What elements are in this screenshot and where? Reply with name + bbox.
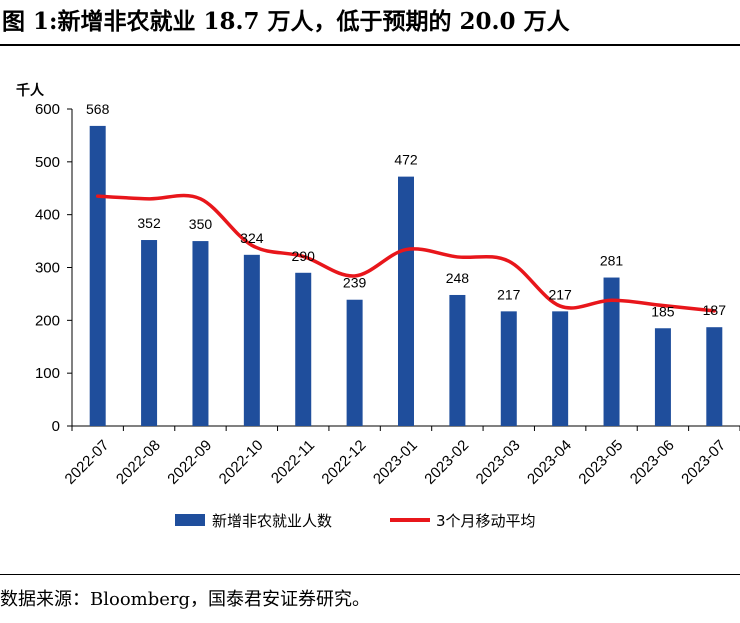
y-tick-label: 100 [35,365,60,382]
y-axis-unit: 千人 [16,82,45,99]
bar-data-label: 185 [651,303,675,319]
figure-title: 图 1:新增非农就业 18.7 万人，低于预期的 20.0 万人 [2,8,570,35]
x-tick-label: 2022-11 [268,437,318,487]
x-tick-label: 2023-07 [678,437,729,488]
bar-data-label: 350 [189,216,213,232]
bar [449,294,466,426]
x-tick-label: 2023-02 [421,437,472,488]
y-tick-label: 500 [35,154,60,171]
bar-data-label: 281 [600,253,624,269]
source-rule [0,574,740,575]
y-tick-label: 0 [52,418,60,435]
series-line-3m-average [95,193,717,313]
x-tick-label: 2022-12 [318,437,369,488]
x-tick-label: 2023-01 [370,437,421,488]
bar [141,240,158,426]
bar [243,254,260,426]
bar-data-label: 568 [86,101,110,117]
legend-label-bars: 新增非农就业人数 [212,512,332,530]
y-tick-label: 400 [35,207,60,224]
bar [552,311,569,426]
bar [603,277,620,426]
title-rule [0,44,740,46]
bar [346,299,363,426]
x-tick-label: 2023-03 [473,437,524,488]
x-tick-label: 2022-08 [113,437,164,488]
bar-data-label: 352 [137,215,161,231]
bar-data-label: 239 [343,275,367,291]
y-tick-label: 600 [35,101,60,118]
x-tick-label: 2022-07 [62,437,113,488]
bar [295,272,312,426]
bar-data-label: 217 [548,286,572,302]
legend-label-line: 3个月移动平均 [436,512,536,530]
x-tick-label: 2022-09 [164,437,215,488]
bar-data-label: 324 [240,230,264,246]
bar [192,241,209,426]
y-tick-label: 300 [35,260,60,277]
bar-data-label: 217 [497,286,521,302]
bar [500,311,517,426]
source-note: 数据来源：Bloomberg，国泰君安证券研究。 [0,589,371,610]
y-tick-label: 200 [35,312,60,329]
x-tick-label: 2023-06 [627,437,678,488]
bar [706,327,723,426]
chart: 千人 0 100 200 300 400 500 600 568 352 350 324 290 239 4… [16,82,740,530]
bar-data-label: 187 [703,302,727,318]
legend-swatch-bars [175,514,205,526]
bar [89,125,106,426]
x-tick-label: 2022-10 [216,437,267,488]
x-tick-label: 2023-04 [524,437,575,488]
bar-data-label: 248 [446,270,470,286]
bar-data-label: 290 [292,248,316,264]
bar [654,328,671,426]
bar [398,176,414,426]
bar-data-label: 472 [394,152,418,168]
x-tick-label: 2023-05 [575,437,626,488]
